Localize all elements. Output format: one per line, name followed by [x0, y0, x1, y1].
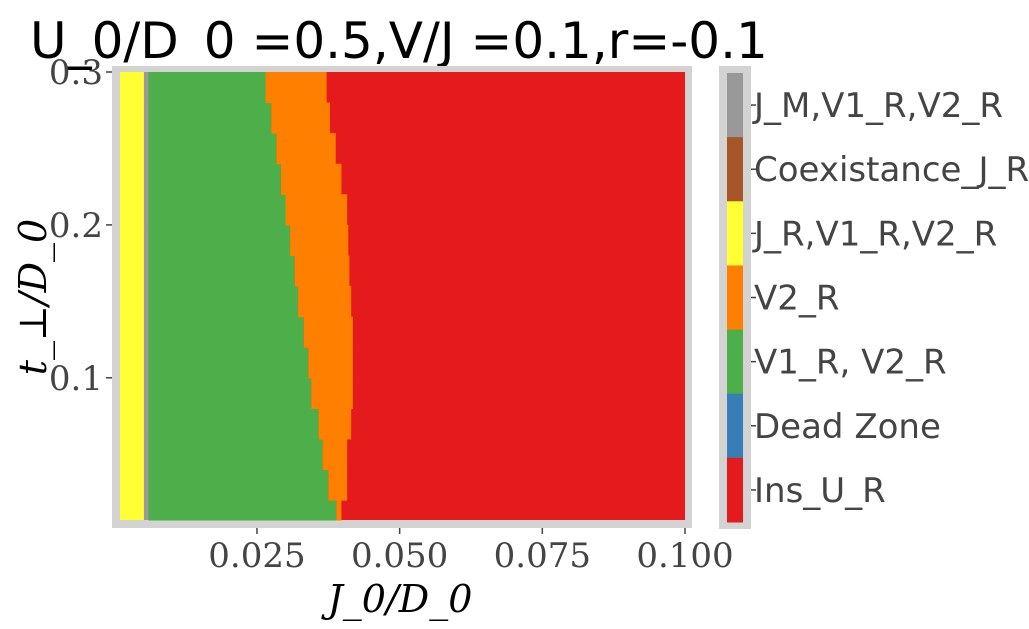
x-axis-label: J_0/D_0	[321, 577, 473, 622]
region-v1-v2-cell	[148, 438, 323, 471]
colorbar-swatch	[727, 329, 743, 395]
colorbar-swatch	[727, 265, 743, 331]
region-v2-cell	[276, 133, 336, 165]
region-v2-cell	[303, 316, 353, 348]
region-v2-cell	[294, 255, 350, 287]
region-v1-v2-cell	[148, 286, 299, 318]
region-v2-cell	[318, 408, 352, 440]
axis-ticks: 0.025 0.050 0.075 0.100 0.1 0.2 0.3	[49, 53, 734, 576]
region-v2-cell	[298, 286, 352, 318]
region-v2-cell	[271, 102, 331, 134]
region-v2-cell	[280, 163, 342, 195]
region-v2-cell	[322, 438, 348, 471]
colorbar-swatch	[727, 73, 743, 138]
colorbar-label: Dead Zone	[754, 407, 941, 447]
region-v1-v2-cell	[148, 408, 319, 440]
x-tick-label: 0.075	[494, 536, 591, 576]
region-v1-v2-cell	[148, 347, 309, 379]
region-v1-v2-cell	[148, 255, 295, 287]
region-v1-v2-cell	[148, 469, 329, 501]
y-axis-label: t_⊥/D_0	[11, 219, 56, 375]
y-tick-label: 0.1	[49, 359, 103, 399]
x-tick-label: 0.025	[208, 536, 305, 576]
region-v1-v2-cell	[148, 72, 266, 104]
region-v2-cell	[265, 72, 327, 104]
region-v2-cell	[336, 500, 342, 521]
region-v2-cell	[328, 469, 348, 501]
region-v2-cell	[308, 347, 353, 379]
colorbar-label: V2_R	[754, 279, 840, 319]
region-v2-cell	[290, 224, 349, 256]
region-v1-v2-cell	[148, 133, 277, 165]
colorbar-swatch	[727, 137, 743, 202]
region-v1-v2-cell	[148, 224, 291, 256]
region-v1-v2-cell	[148, 163, 281, 195]
colorbar-swatch	[727, 457, 743, 523]
region-v1-v2-cell	[148, 377, 312, 409]
region-v1-v2-cell	[148, 500, 337, 521]
region-v2-cell	[311, 377, 353, 409]
colorbar-swatch	[727, 201, 743, 266]
x-tick-label: 0.100	[636, 536, 733, 576]
colorbar-swatch	[727, 393, 743, 459]
y-tick-label: 0.2	[49, 206, 103, 246]
colorbar: J_M,V1_R,V2_R Coexistance_J_R J_R,V1_R,V2_…	[727, 73, 1029, 523]
region-j-r	[120, 72, 144, 520]
colorbar-label: J_M,V1_R,V2_R	[752, 86, 1003, 126]
colorbar-label: Ins_U_R	[754, 471, 886, 511]
colorbar-label: Coexistance_J_R	[754, 150, 1029, 190]
chart-title: U_0/D_0 =0.5,V/J =0.1,r=-0.1	[30, 12, 768, 70]
colorbar-label: J_R,V1_R,V2_R	[752, 214, 997, 254]
region-v2-cell	[285, 194, 348, 226]
region-v1-v2-cell	[148, 316, 304, 348]
region-v1-v2-cell	[148, 102, 272, 134]
x-tick-label: 0.050	[351, 536, 448, 576]
region-j-m	[143, 72, 149, 520]
region-v1-v2-cell	[148, 194, 286, 226]
phase-regions	[120, 72, 685, 521]
y-tick-label: 0.3	[49, 53, 103, 93]
colorbar-label: V1_R, V2_R	[754, 343, 947, 383]
